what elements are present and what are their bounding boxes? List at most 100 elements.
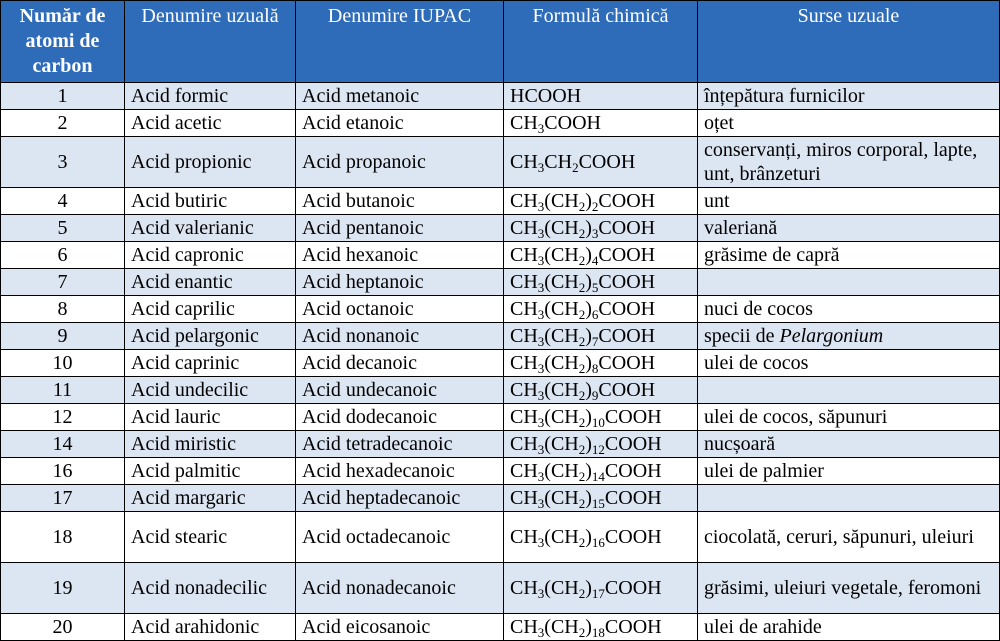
formula-subscript: 2 — [578, 468, 586, 484]
formula-subscript: 14 — [591, 468, 605, 484]
formula-part: (CH — [544, 405, 579, 428]
formula-part: CH — [510, 576, 538, 599]
formula-subscript: 3 — [537, 414, 545, 430]
table-row: 20 Acid arahidonic Acid eicosanoic CH3(CH2)… — [0, 613, 1000, 641]
formula-part: COOH — [598, 189, 656, 212]
sources-cell — [697, 484, 1000, 512]
iupac-name-cell: Acid undecanoic — [295, 376, 504, 404]
formula-part: COOH — [604, 486, 662, 509]
table-row: 9 Acid pelargonic Acid nonanoic CH3(CH2)7CO… — [0, 322, 1000, 350]
formula-cell: CH3(CH2)10COOH — [503, 403, 698, 431]
formula-part: COOH — [598, 270, 656, 293]
table-row: 16 Acid palmitic Acid hexadecanoic CH3(CH2)… — [0, 457, 1000, 485]
sources-text: conservanți, miros corporal, lapte, unt,… — [704, 139, 978, 185]
table-row: 4 Acid butiric Acid butanoic CH3(CH2)2COOH u… — [0, 187, 1000, 215]
formula-subscript: 3 — [537, 360, 545, 376]
formula-cell: CH3(CH2)6COOH — [503, 295, 698, 323]
sources-cell: unt — [697, 187, 1000, 215]
common-name-cell: Acid arahidonic — [124, 613, 296, 641]
common-name-cell: Acid undecilic — [124, 376, 296, 404]
iupac-name-cell: Acid eicosanoic — [295, 613, 504, 641]
iupac-name-cell: Acid dodecanoic — [295, 403, 504, 431]
formula-subscript: 3 — [537, 387, 545, 403]
formula-subscript: 10 — [591, 414, 605, 430]
common-name-cell: Acid caprilic — [124, 295, 296, 323]
table-row: 6 Acid capronic Acid hexanoic CH3(CH2)4COOH… — [0, 241, 1000, 269]
sources-text: grăsime de capră — [704, 244, 840, 266]
formula-subscript: 3 — [537, 624, 545, 640]
formula-part: CH — [510, 150, 538, 173]
common-name-cell: Acid nonadecilic — [124, 562, 296, 614]
formula-subscript: 3 — [537, 333, 545, 349]
formula-part: ) — [585, 189, 592, 212]
formula-subscript: 3 — [591, 225, 599, 241]
formula-part: COOH — [544, 111, 601, 134]
sources-text: ulei de arahide — [704, 616, 822, 638]
common-name-cell: Acid capronic — [124, 241, 296, 269]
formula-subscript: 3 — [537, 120, 545, 136]
common-name-cell: Acid enantic — [124, 268, 296, 296]
formula-part: CH — [510, 324, 538, 347]
formula-part: ) — [585, 615, 592, 638]
common-name-cell: Acid stearic — [124, 511, 296, 563]
formula-part: COOH — [598, 324, 656, 347]
sources-cell: nucșoară — [697, 430, 1000, 458]
carbon-count-cell: 8 — [0, 295, 125, 323]
common-name-cell: Acid formic — [124, 82, 296, 110]
iupac-name-cell: Acid pentanoic — [295, 214, 504, 242]
formula-cell: CH3(CH2)3COOH — [503, 214, 698, 242]
sources-text: ulei de palmier — [704, 460, 824, 482]
formula-subscript: 2 — [578, 495, 586, 511]
common-name-cell: Acid butiric — [124, 187, 296, 215]
formula-subscript: 18 — [591, 624, 605, 640]
formula-part: ) — [585, 459, 592, 482]
formula-part: CH — [510, 486, 538, 509]
sources-cell — [697, 376, 1000, 404]
formula-subscript: 2 — [578, 387, 586, 403]
formula-subscript: 2 — [578, 585, 586, 601]
table-row: 19 Acid nonadecilic Acid nonadecanoic CH3(C… — [0, 562, 1000, 614]
table-row: 7 Acid enantic Acid heptanoic CH3(CH2)5COOH — [0, 268, 1000, 296]
formula-part: HCOOH — [510, 84, 582, 107]
formula-subscript: 3 — [537, 159, 545, 175]
iupac-name-cell: Acid propanoic — [295, 136, 504, 188]
formula-cell: CH3(CH2)4COOH — [503, 241, 698, 269]
header-common-name: Denumire uzuală — [124, 0, 296, 83]
formula-part: CH — [510, 459, 538, 482]
carbon-count-cell: 16 — [0, 457, 125, 485]
sources-cell: valeriană — [697, 214, 1000, 242]
formula-cell: CH3(CH2)7COOH — [503, 322, 698, 350]
iupac-name-cell: Acid hexadecanoic — [295, 457, 504, 485]
carbon-count-cell: 14 — [0, 430, 125, 458]
formula-part: COOH — [604, 432, 662, 455]
iupac-name-cell: Acid octadecanoic — [295, 511, 504, 563]
carbon-count-cell: 20 — [0, 613, 125, 641]
formula-part: CH — [510, 615, 538, 638]
iupac-name-cell: Acid etanoic — [295, 109, 504, 137]
common-name-cell: Acid pelargonic — [124, 322, 296, 350]
sources-italic-text: Pelargonium — [779, 325, 884, 347]
formula-part: CH — [544, 150, 573, 173]
sources-text: valeriană — [704, 217, 778, 239]
carbon-count-cell: 19 — [0, 562, 125, 614]
common-name-cell: Acid palmitic — [124, 457, 296, 485]
formula-part: (CH — [544, 615, 579, 638]
carbon-count-cell: 5 — [0, 214, 125, 242]
sources-cell: înțepătura furnicilor — [697, 82, 1000, 110]
formula-subscript: 5 — [591, 279, 599, 295]
carbon-count-cell: 12 — [0, 403, 125, 431]
formula-subscript: 3 — [537, 306, 545, 322]
formula-subscript: 2 — [578, 225, 586, 241]
iupac-name-cell: Acid tetradecanoic — [295, 430, 504, 458]
formula-subscript: 3 — [537, 585, 545, 601]
formula-part: (CH — [544, 297, 579, 320]
formula-subscript: 3 — [537, 441, 545, 457]
iupac-name-cell: Acid butanoic — [295, 187, 504, 215]
sources-cell: conservanți, miros corporal, lapte, unt,… — [697, 136, 1000, 188]
formula-part: ) — [585, 432, 592, 455]
common-name-cell: Acid miristic — [124, 430, 296, 458]
carbon-count-cell: 11 — [0, 376, 125, 404]
carbon-count-cell: 10 — [0, 349, 125, 377]
formula-subscript: 2 — [578, 306, 586, 322]
carbon-count-cell: 6 — [0, 241, 125, 269]
